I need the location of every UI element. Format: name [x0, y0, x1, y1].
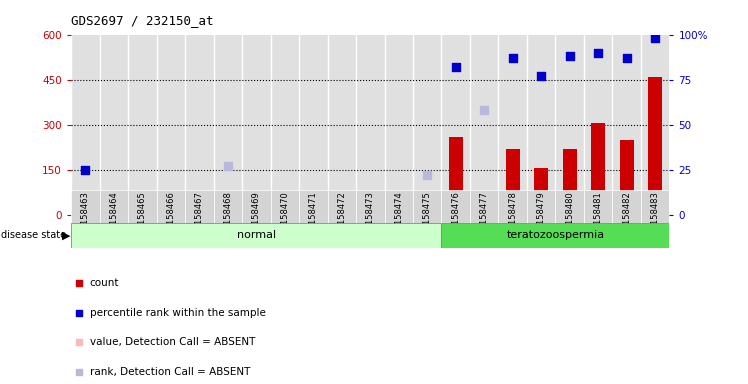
- Text: GSM158481: GSM158481: [594, 191, 603, 242]
- Point: [73, 310, 85, 316]
- Text: GSM158477: GSM158477: [479, 191, 488, 242]
- Text: value, Detection Call = ABSENT: value, Detection Call = ABSENT: [90, 337, 255, 347]
- Bar: [156, 190, 185, 223]
- Text: GSM158468: GSM158468: [224, 191, 233, 242]
- Point: [73, 369, 85, 375]
- Bar: [527, 190, 556, 223]
- Point: [307, 205, 319, 211]
- Bar: [498, 190, 527, 223]
- Bar: [441, 190, 470, 223]
- Bar: [135, 214, 150, 215]
- Bar: [384, 190, 413, 223]
- Point: [536, 73, 548, 79]
- Text: GSM158478: GSM158478: [508, 191, 517, 242]
- Bar: [584, 190, 613, 223]
- Bar: [449, 137, 463, 215]
- Bar: [562, 149, 577, 215]
- Point: [79, 167, 91, 173]
- Text: GSM158476: GSM158476: [451, 191, 460, 242]
- Bar: [164, 214, 178, 215]
- Text: disease state: disease state: [1, 230, 66, 240]
- Bar: [413, 190, 441, 223]
- Point: [336, 205, 348, 211]
- Text: GSM158466: GSM158466: [166, 191, 175, 242]
- Point: [592, 50, 604, 56]
- Text: percentile rank within the sample: percentile rank within the sample: [90, 308, 266, 318]
- Point: [73, 339, 85, 345]
- Bar: [306, 214, 320, 215]
- Bar: [534, 169, 548, 215]
- Text: teratozoospermia: teratozoospermia: [506, 230, 604, 240]
- Point: [222, 163, 234, 169]
- Bar: [619, 140, 634, 215]
- Point: [478, 107, 490, 113]
- Bar: [107, 214, 121, 215]
- Text: GDS2697 / 232150_at: GDS2697 / 232150_at: [71, 14, 214, 27]
- Text: GSM158474: GSM158474: [394, 191, 403, 242]
- Bar: [363, 214, 378, 215]
- Bar: [79, 210, 93, 215]
- Bar: [278, 214, 292, 215]
- Bar: [328, 190, 356, 223]
- Bar: [71, 190, 99, 223]
- Bar: [299, 190, 328, 223]
- Bar: [420, 212, 435, 215]
- Bar: [221, 214, 235, 215]
- Point: [279, 205, 291, 211]
- Point: [136, 205, 148, 211]
- Text: normal: normal: [236, 230, 276, 240]
- Bar: [392, 214, 406, 215]
- Text: GSM158483: GSM158483: [651, 191, 660, 242]
- Text: GSM158469: GSM158469: [252, 191, 261, 242]
- Bar: [242, 190, 271, 223]
- Text: GSM158479: GSM158479: [537, 191, 546, 242]
- Text: GSM158470: GSM158470: [280, 191, 289, 242]
- Text: GSM158464: GSM158464: [109, 191, 118, 242]
- Text: GSM158472: GSM158472: [337, 191, 346, 242]
- Bar: [613, 190, 641, 223]
- Bar: [506, 149, 520, 215]
- Point: [450, 64, 462, 70]
- Text: GSM158475: GSM158475: [423, 191, 432, 242]
- Point: [421, 172, 433, 179]
- Text: GSM158471: GSM158471: [309, 191, 318, 242]
- Point: [506, 55, 518, 61]
- Bar: [591, 123, 605, 215]
- Bar: [99, 190, 128, 223]
- Bar: [441, 223, 669, 248]
- Text: GSM158473: GSM158473: [366, 191, 375, 242]
- Point: [108, 205, 120, 211]
- Bar: [192, 209, 206, 215]
- Point: [621, 55, 633, 61]
- Text: rank, Detection Call = ABSENT: rank, Detection Call = ABSENT: [90, 367, 250, 377]
- Bar: [271, 190, 299, 223]
- Point: [649, 35, 661, 41]
- Bar: [128, 190, 156, 223]
- Text: ▶: ▶: [62, 230, 70, 240]
- Text: GSM158480: GSM158480: [565, 191, 574, 242]
- Bar: [477, 191, 491, 215]
- Bar: [470, 190, 498, 223]
- Text: GSM158467: GSM158467: [194, 191, 203, 242]
- Point: [251, 205, 263, 211]
- Bar: [71, 223, 441, 248]
- Point: [393, 205, 405, 211]
- Bar: [556, 190, 584, 223]
- Bar: [249, 214, 263, 215]
- Text: GSM158465: GSM158465: [138, 191, 147, 242]
- Point: [73, 280, 85, 286]
- Point: [364, 205, 376, 211]
- Bar: [185, 190, 213, 223]
- Bar: [334, 214, 349, 215]
- Point: [165, 205, 177, 211]
- Text: count: count: [90, 278, 119, 288]
- Bar: [641, 190, 669, 223]
- Text: GSM158463: GSM158463: [81, 191, 90, 242]
- Point: [193, 205, 205, 211]
- Point: [564, 53, 576, 59]
- Text: GSM158482: GSM158482: [622, 191, 631, 242]
- Bar: [356, 190, 384, 223]
- Bar: [213, 190, 242, 223]
- Bar: [648, 77, 662, 215]
